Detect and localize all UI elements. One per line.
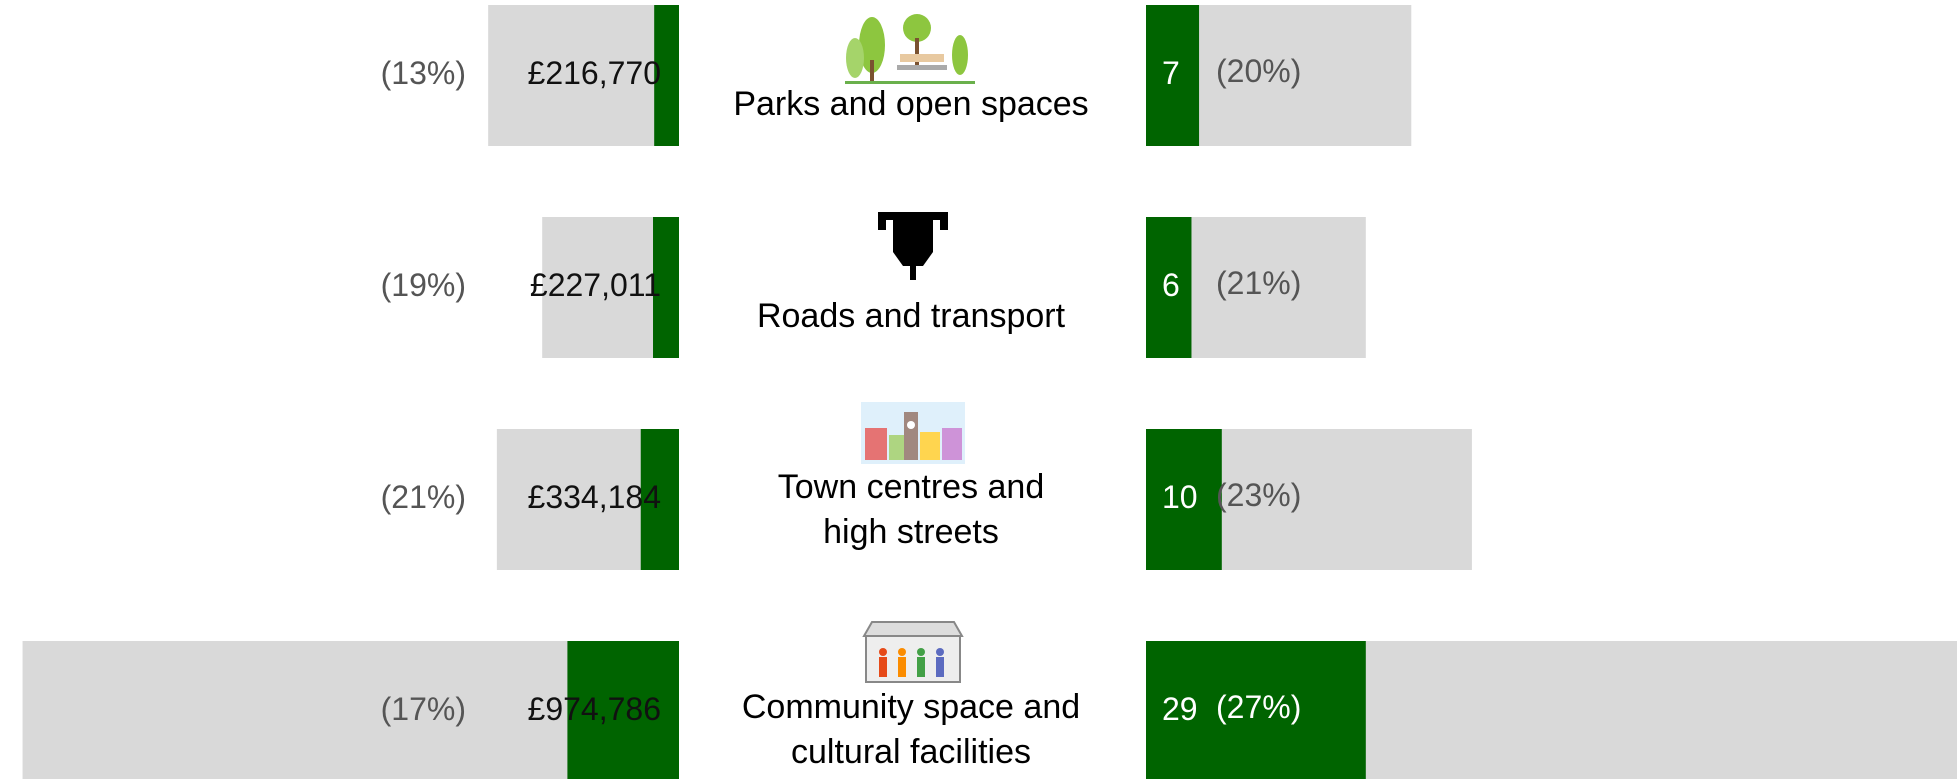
town-icon [861,402,965,464]
projects-share-label: (27%) [1216,689,1301,725]
projects-bar [1146,641,1366,779]
funding-label: £216,770 [528,55,661,91]
category-label: Parks and open spaces [733,85,1088,123]
funding-bar [640,429,679,570]
projects-bar [1146,5,1200,146]
projects-label: 29 [1162,691,1198,727]
funding-label: £334,184 [528,479,661,515]
funding-share-label: (17%) [381,691,466,727]
category-label: cultural facilities [791,733,1031,771]
funding-bar [567,641,679,779]
projects-label: 6 [1162,267,1180,303]
projects-share-label: (21%) [1216,265,1301,301]
funding-label: £974,786 [528,691,661,727]
projects-label: 10 [1162,479,1198,515]
icons [845,14,975,683]
funding-bar [653,217,679,358]
projects-bar [1146,217,1192,358]
funding-bar [654,5,679,146]
park-icon [845,14,975,84]
funding-share-label: (21%) [381,479,466,515]
projects-share-label: (20%) [1216,53,1301,89]
funding-label: £227,011 [530,267,661,303]
roads-icon [878,212,948,280]
category-label: Community space and [742,688,1080,726]
funding-total-bar [488,5,679,146]
funding-share-label: (13%) [381,55,466,91]
community-icon [862,621,964,683]
category-label: high streets [823,513,999,551]
projects-label: 7 [1162,55,1180,91]
category-label: Town centres and [778,468,1045,506]
category-label: Roads and transport [757,297,1066,335]
funding-share-label: (19%) [381,267,466,303]
projects-bar [1146,429,1222,570]
projects-share-label: (23%) [1216,477,1301,513]
